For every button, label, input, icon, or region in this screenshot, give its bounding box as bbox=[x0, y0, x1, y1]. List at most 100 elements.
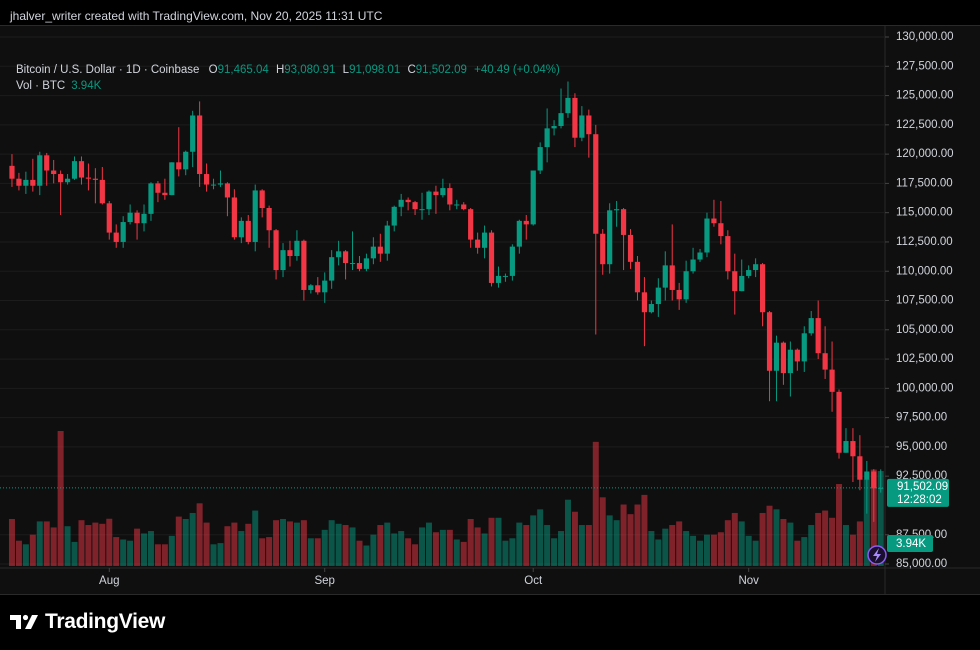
volume-bar bbox=[488, 517, 495, 566]
volume-bar bbox=[321, 529, 328, 566]
y-tick-label: 122,500.00 bbox=[896, 119, 954, 131]
candle-body bbox=[210, 184, 217, 186]
volume-bar bbox=[634, 504, 641, 566]
price-tag-label: 91,502.09 bbox=[897, 481, 948, 493]
volume-bar bbox=[453, 539, 460, 566]
candle-body bbox=[231, 197, 237, 238]
change: +40.49 (+0.04%) bbox=[474, 64, 560, 76]
y-tick-label: 95,000.00 bbox=[896, 441, 947, 453]
volume-bar bbox=[377, 525, 384, 566]
candle-body bbox=[787, 349, 793, 374]
candle-body bbox=[697, 252, 703, 260]
candle-body bbox=[801, 333, 807, 362]
volume-bar bbox=[314, 538, 321, 566]
volume-bar bbox=[537, 509, 544, 566]
volume-bar bbox=[196, 503, 203, 566]
volume-bar bbox=[620, 504, 627, 566]
candle-body bbox=[502, 275, 509, 277]
candle-body bbox=[391, 206, 397, 226]
candle-body bbox=[447, 188, 453, 205]
volume-bar bbox=[697, 540, 704, 566]
volume-bar bbox=[189, 512, 196, 566]
volume-bar bbox=[29, 534, 36, 566]
volume-bar bbox=[280, 518, 287, 566]
volume-bar bbox=[252, 510, 259, 566]
candle-body bbox=[773, 342, 780, 371]
candle-body bbox=[551, 126, 557, 129]
volume-bar bbox=[780, 518, 787, 566]
candle-body bbox=[224, 183, 231, 198]
volume-bar bbox=[717, 532, 724, 566]
candle-body bbox=[134, 212, 140, 224]
candle-body bbox=[190, 115, 196, 152]
volume-bar bbox=[370, 534, 377, 566]
ohlc-prefix: H bbox=[275, 64, 285, 76]
price-tag-countdown: 12:28:02 bbox=[897, 494, 942, 506]
candle-body bbox=[864, 471, 870, 480]
candle-body bbox=[280, 250, 286, 271]
candle-body bbox=[64, 178, 71, 183]
ohlc-value: 93,080.91 bbox=[284, 64, 336, 76]
candle-body bbox=[461, 204, 467, 210]
candle-body bbox=[322, 280, 328, 293]
volume-bar bbox=[877, 471, 884, 566]
candle-body bbox=[217, 183, 224, 185]
candle-body bbox=[850, 441, 856, 457]
candle-body bbox=[509, 246, 515, 276]
volume-bar bbox=[328, 520, 335, 566]
volume-bar bbox=[71, 541, 78, 566]
candle-body bbox=[766, 312, 773, 371]
candle-body bbox=[363, 258, 370, 269]
volume-tag bbox=[887, 535, 933, 552]
volume-bar bbox=[217, 543, 224, 566]
volume-bar bbox=[141, 533, 148, 566]
alert-icon-bolt bbox=[873, 548, 881, 562]
volume-bar bbox=[175, 516, 182, 566]
candle-body bbox=[662, 265, 668, 288]
credit: jhalver_writer created with TradingView.… bbox=[10, 9, 383, 23]
candle-body bbox=[565, 97, 571, 114]
candle-body bbox=[71, 161, 78, 179]
volume-bar bbox=[669, 525, 676, 566]
volume-bar bbox=[655, 539, 662, 566]
candle-body bbox=[370, 246, 376, 259]
volume-bar bbox=[43, 521, 50, 566]
volume-bar bbox=[849, 534, 856, 566]
candle-body bbox=[655, 287, 661, 305]
footer: TradingView bbox=[10, 608, 165, 636]
volume-bar bbox=[356, 540, 363, 566]
candle-body bbox=[419, 209, 425, 211]
candle-body bbox=[203, 174, 210, 185]
volume-bar bbox=[99, 523, 106, 566]
volume-bar bbox=[231, 522, 238, 566]
volume-bar bbox=[516, 522, 523, 566]
legend-row: Bitcoin / U.S. Dollar · 1D · Coinbase O9… bbox=[16, 62, 564, 78]
ohlc-value: 91,098.01 bbox=[349, 64, 401, 76]
candle-body bbox=[593, 134, 599, 234]
candle-body bbox=[829, 369, 835, 392]
candle-body bbox=[113, 232, 119, 242]
volume-bar bbox=[787, 522, 794, 566]
candle-body bbox=[259, 190, 265, 208]
candle-body bbox=[37, 155, 43, 186]
candle-body bbox=[384, 225, 390, 254]
candle-body bbox=[51, 170, 57, 175]
volume-bar bbox=[502, 540, 509, 566]
candle-body bbox=[58, 174, 64, 183]
y-tick-label: 130,000.00 bbox=[896, 31, 954, 43]
ohlc-prefix: L bbox=[342, 64, 350, 76]
candle-body bbox=[377, 246, 383, 254]
volume-bar bbox=[85, 525, 92, 566]
candle-body bbox=[746, 270, 752, 276]
volume-bar bbox=[759, 512, 766, 566]
candle-body bbox=[183, 151, 189, 170]
volume-bar bbox=[690, 535, 697, 566]
candle-body bbox=[294, 240, 300, 257]
candle-body bbox=[169, 162, 175, 196]
candle-body bbox=[85, 177, 92, 179]
volume-bar bbox=[856, 521, 863, 566]
candle-body bbox=[600, 233, 606, 265]
y-tick-label: 125,000.00 bbox=[896, 90, 954, 102]
candle-body bbox=[718, 223, 724, 237]
candle-body bbox=[704, 218, 710, 253]
